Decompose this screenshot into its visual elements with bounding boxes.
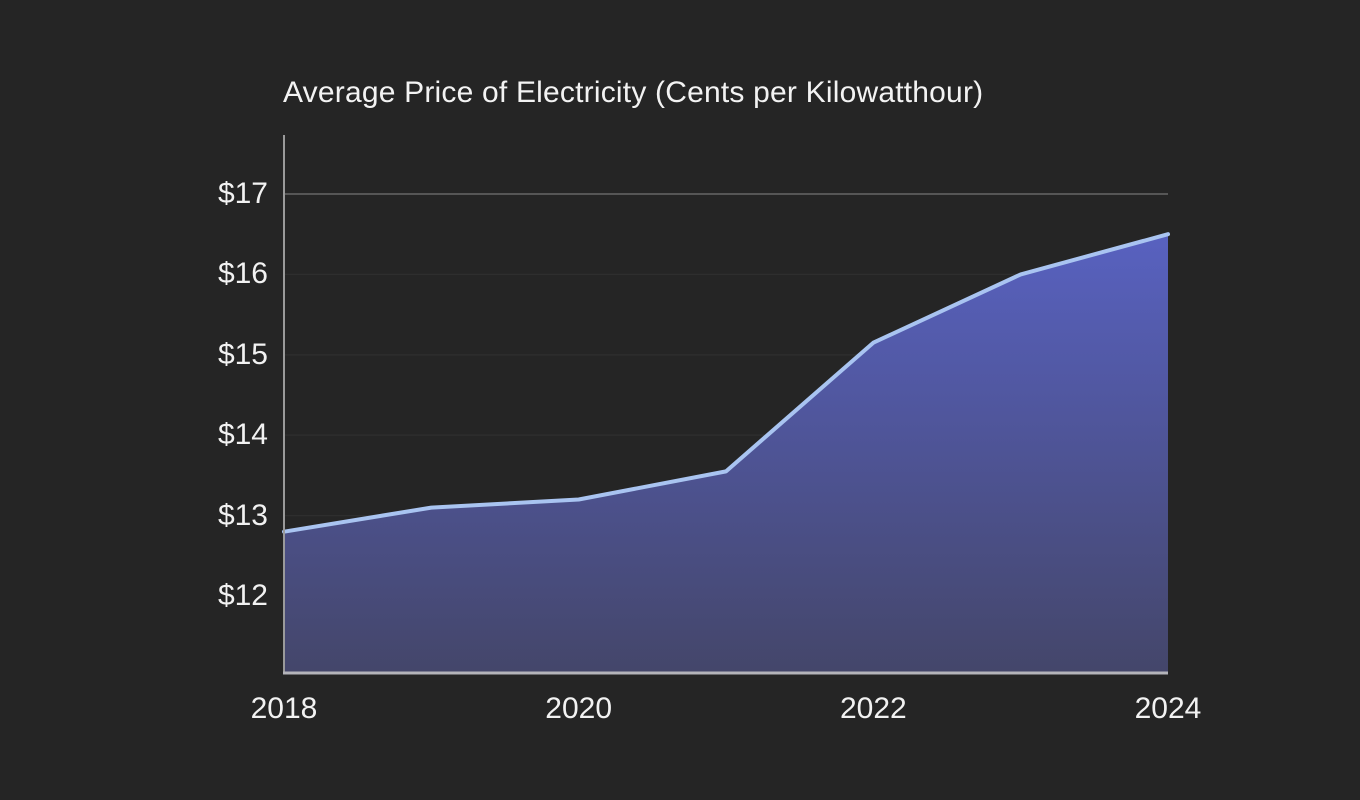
y-tick-label-17: $17: [217, 177, 268, 210]
x-tick-label-2024: 2024: [1134, 692, 1202, 725]
area-fill: [284, 234, 1168, 673]
x-tick-label-2018: 2018: [250, 692, 318, 725]
y-tick-label-15: $15: [217, 337, 268, 371]
y-tick-label-12: $12: [217, 579, 268, 612]
y-tick-label-16: $16: [217, 257, 268, 291]
x-tick-label-2022: 2022: [839, 692, 907, 725]
trend-line: [282, 232, 1170, 534]
chart-title: Average Price of Electricity (Cents per …: [283, 76, 984, 109]
x-tick-label-2020: 2020: [545, 692, 613, 725]
y-tick-label-13: $13: [217, 498, 268, 532]
y-tick-label-14: $14: [217, 418, 268, 452]
